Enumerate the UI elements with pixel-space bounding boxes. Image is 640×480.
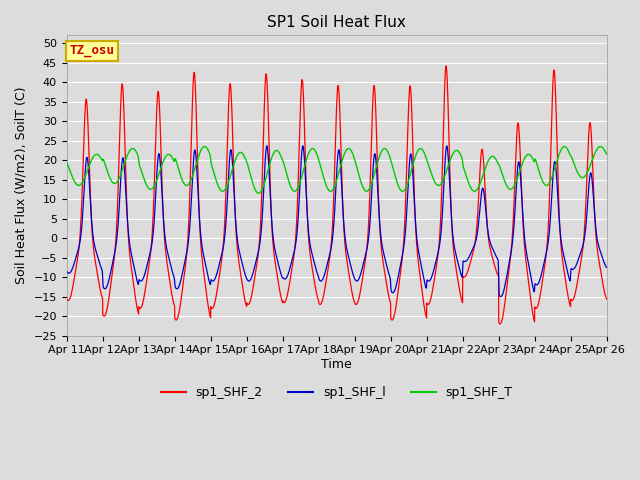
Title: SP1 Soil Heat Flux: SP1 Soil Heat Flux xyxy=(268,15,406,30)
Y-axis label: Soil Heat Flux (W/m2), SoilT (C): Soil Heat Flux (W/m2), SoilT (C) xyxy=(15,87,28,284)
Text: TZ_osu: TZ_osu xyxy=(70,44,115,57)
X-axis label: Time: Time xyxy=(321,358,352,371)
Legend: sp1_SHF_2, sp1_SHF_l, sp1_SHF_T: sp1_SHF_2, sp1_SHF_l, sp1_SHF_T xyxy=(156,382,518,405)
